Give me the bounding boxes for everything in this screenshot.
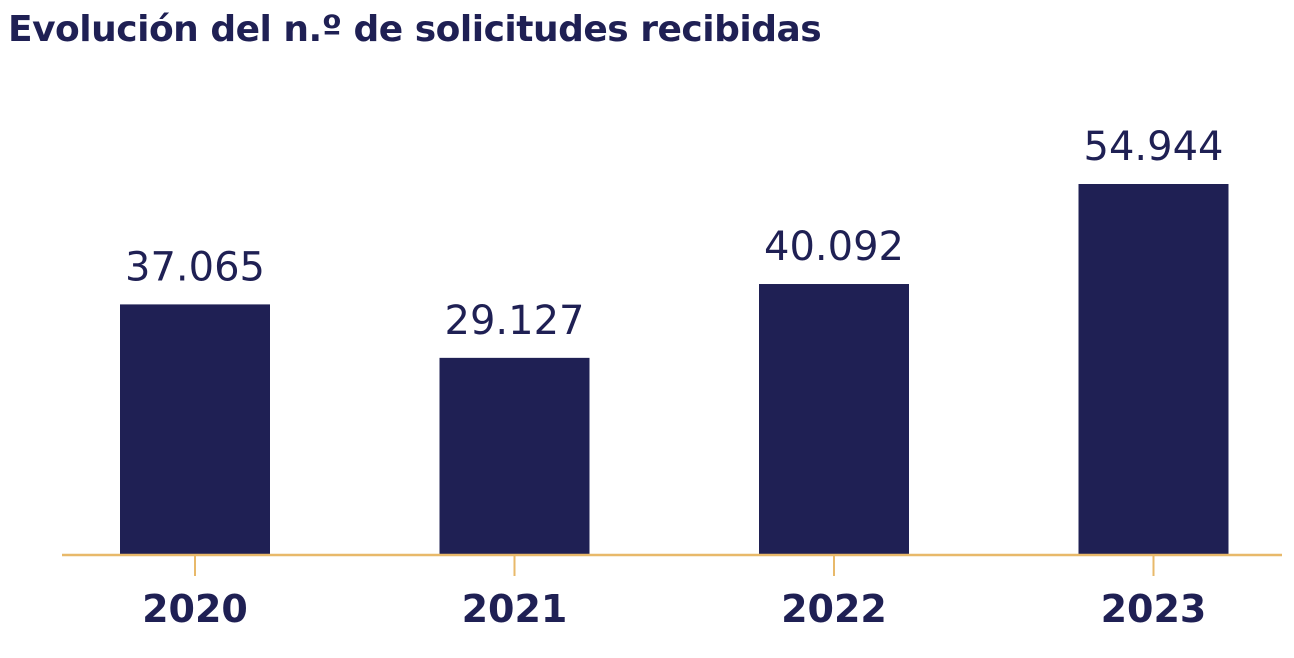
bar-2023 [1078,184,1229,554]
tick-label-2022: 2022 [781,587,887,631]
value-label-2020: 37.065 [125,244,265,290]
x-tick-labels-group: 2020 2021 2022 2023 [142,587,1206,631]
value-label-2021: 29.127 [445,298,585,344]
value-label-2023: 54.944 [1084,124,1224,170]
bars-group [120,184,1229,554]
tick-label-2023: 2023 [1101,587,1207,631]
value-labels-group: 37.065 29.127 40.092 54.944 [125,124,1223,344]
bar-2020 [120,304,270,554]
chart-title: Evolución del n.º de solicitudes recibid… [8,9,822,50]
value-label-2022: 40.092 [764,224,904,270]
bar-2021 [439,357,590,554]
x-ticks-group [194,554,1155,576]
tick-label-2020: 2020 [142,587,248,631]
bar-2022 [759,284,909,554]
tick-label-2021: 2021 [462,587,568,631]
